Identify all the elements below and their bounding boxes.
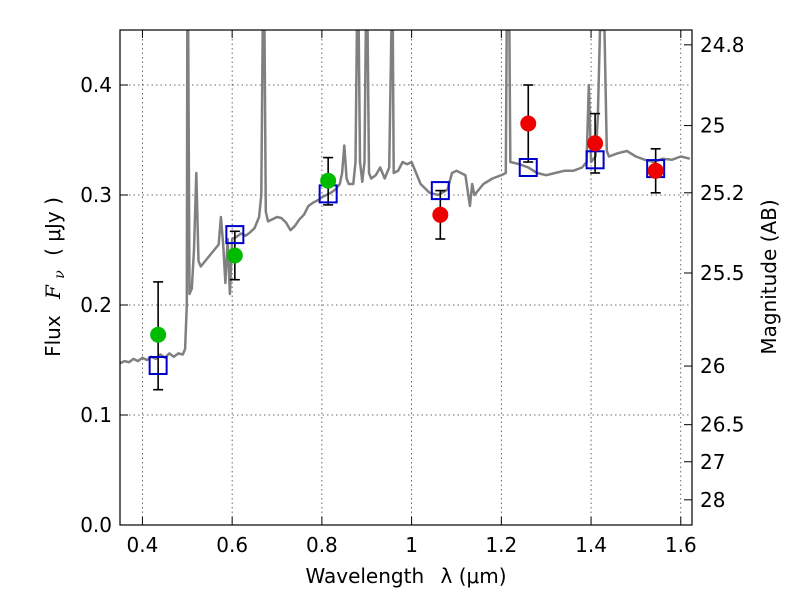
plot-frame <box>119 29 693 526</box>
x-tick-label-5: 1.4 <box>575 533 607 557</box>
model-square-marker-4 <box>518 158 538 177</box>
y2-tick-label-6: 27 <box>700 450 725 474</box>
y2-axis-label: Magnitude (AB) <box>757 199 781 354</box>
x-tick-label-0: 0.4 <box>127 533 159 557</box>
model-square-marker-3 <box>430 181 450 201</box>
observed-point-0-1 <box>226 247 243 264</box>
y-axis-label: Flux F ν ( μJy ) <box>41 197 69 357</box>
x-tick-label-6: 1.6 <box>665 533 697 557</box>
model-sed-line <box>120 30 691 365</box>
plot-background <box>120 30 692 525</box>
observed-point-0-2 <box>320 172 337 189</box>
y2-tick-label-4: 26 <box>700 354 725 378</box>
y-tick-label-0: 0.0 <box>80 513 112 537</box>
y-axis-label-sub: ν <box>52 270 68 279</box>
x-tick-label-3: 1 <box>405 533 418 557</box>
y-axis-label-unit: F <box>41 284 65 300</box>
x-axis-label: Wavelength λ (μm) <box>305 564 506 588</box>
y-tick-label-4: 0.4 <box>80 73 112 97</box>
y-tick-label-2: 0.2 <box>80 293 112 317</box>
observed-point-1-1 <box>520 115 537 132</box>
y-axis-label-main: Flux <box>41 315 65 357</box>
data-markers <box>148 84 666 391</box>
x-axis-label-unit: λ (μm) <box>441 564 507 588</box>
y2-tick-label-1: 25 <box>700 114 725 138</box>
observed-point-1-3 <box>647 162 664 179</box>
y2-tick-label-3: 25.5 <box>700 261 745 285</box>
model-square-marker-1 <box>225 225 245 245</box>
y-tick-label-3: 0.3 <box>80 183 112 207</box>
y2-tick-label-2: 25.2 <box>700 181 745 205</box>
x-axis-label-main: Wavelength <box>305 564 424 588</box>
y2-tick-label-7: 28 <box>700 488 725 512</box>
y2-tick-label-0: 24.8 <box>700 33 745 57</box>
x-tick-label-4: 1.2 <box>485 533 517 557</box>
x-tick-label-2: 0.8 <box>306 533 338 557</box>
y2-tick-label-5: 26.5 <box>700 413 745 437</box>
observed-point-0-0 <box>150 326 167 343</box>
x-tick-label-1: 0.6 <box>216 533 248 557</box>
y-tick-label-1: 0.1 <box>80 403 112 427</box>
axis-ticks: 0.4 0.6 0.8 1 1.2 1.4 1.6 0.0 0.1 0.2 0.3 0.4 24.8 25… <box>80 30 745 557</box>
observed-point-1-0 <box>432 206 449 223</box>
model-square-marker-0 <box>148 356 168 375</box>
observed-point-1-2 <box>587 135 604 152</box>
y-axis-label-tail: ( μJy ) <box>41 197 65 256</box>
